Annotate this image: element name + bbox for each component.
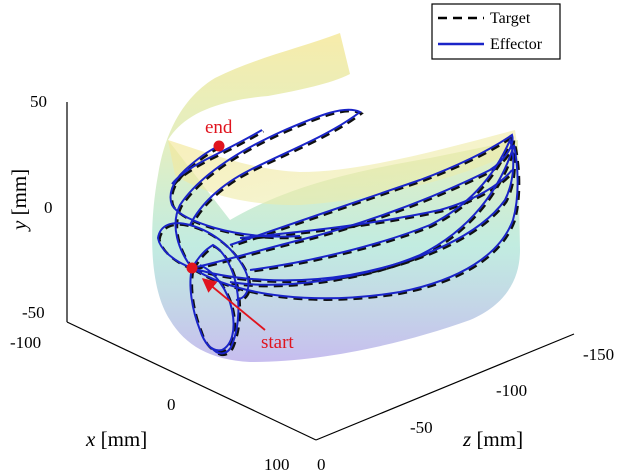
z-tick-label: -50: [410, 418, 433, 437]
target-trajectory-3: [193, 138, 516, 284]
x-tick-label: -100: [10, 333, 41, 352]
surface-inner: [168, 130, 518, 206]
effector-trajectory-5: [189, 264, 235, 352]
effector-trajectory-4: [191, 144, 519, 300]
target-trajectory-1: [175, 110, 364, 271]
effector-trajectory-10: [239, 169, 513, 239]
z-tick-label: -100: [496, 381, 527, 400]
legend-label-target: Target: [490, 10, 531, 27]
annotation-start: start: [261, 332, 294, 353]
legend-box: [431, 3, 561, 60]
effector-trajectory-2: [191, 133, 514, 269]
series-effector: [156, 108, 519, 355]
z-axis-line: [315, 333, 575, 441]
start-arrow: [201, 278, 266, 331]
x-tick-label: 0: [167, 395, 176, 414]
target-trajectory-2: [193, 134, 516, 271]
effector-trajectory-1: [174, 108, 362, 269]
y-tick-label: 50: [30, 92, 47, 111]
series-target: [158, 110, 521, 356]
legend-label-effector: Effector: [490, 36, 543, 53]
effector-trajectory-9: [171, 129, 263, 185]
start-marker: [186, 262, 198, 274]
end-marker: [213, 140, 225, 152]
effector-trajectory-7: [156, 222, 250, 301]
y-tick-label: 0: [44, 198, 53, 217]
x-tick-label: 100: [264, 455, 290, 474]
y-axis-label: y [mm]: [7, 169, 31, 232]
z-tick-label: -150: [583, 345, 614, 364]
x-axis-line: [66, 321, 317, 441]
z-tick-label: 0: [317, 455, 326, 474]
z-axis-label: z [mm]: [462, 427, 523, 451]
x-axis-label: x [mm]: [85, 427, 147, 451]
y-tick-label: -50: [22, 303, 45, 322]
effector-trajectory-8: [169, 145, 301, 238]
effector-trajectory-6: [191, 243, 240, 355]
legend: Target Effector: [431, 3, 561, 60]
target-trajectory-4: [192, 146, 521, 301]
annotation-end: end: [205, 117, 233, 138]
effector-trajectory-3: [191, 137, 515, 282]
